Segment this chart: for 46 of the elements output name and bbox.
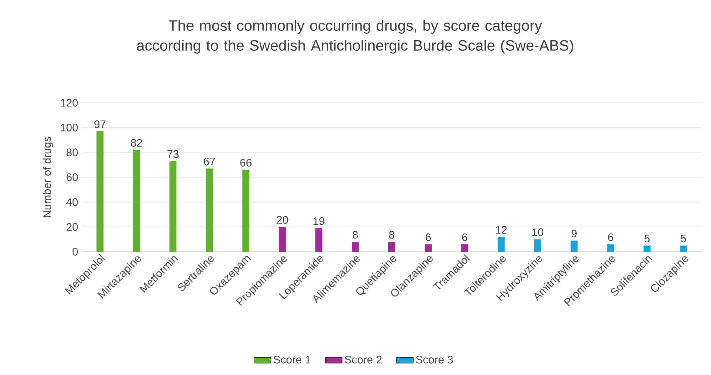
data-label: 9 (572, 230, 577, 238)
bar (644, 246, 651, 252)
data-label: 8 (352, 231, 358, 239)
y-tick-label: 40 (66, 198, 78, 206)
bar (96, 132, 104, 252)
bar (206, 168, 214, 252)
bar (607, 244, 614, 252)
data-label: 73 (168, 150, 179, 158)
y-tick-label: 60 (66, 174, 78, 182)
data-label: 5 (644, 234, 650, 243)
legend-label: Score 3 (416, 356, 454, 364)
data-label: 20 (277, 216, 288, 224)
legend-label: Score 2 (345, 356, 382, 364)
bar (316, 228, 323, 252)
y-tick-label: 80 (66, 148, 78, 157)
bar (242, 170, 250, 252)
y-tick-label: 120 (61, 99, 78, 107)
y-tick-label: 20 (66, 223, 78, 232)
y-tick-label: 0 (72, 248, 78, 256)
bar (680, 246, 688, 252)
bar (570, 240, 578, 252)
chart-title: The most commonly occurring drugs, by score category according to the Swedish Anticholinergic Burde Scale (Swe-ABS) (137, 20, 574, 54)
data-label: 5 (681, 234, 686, 243)
data-label: 12 (496, 226, 507, 234)
bar (424, 244, 432, 252)
bar (279, 227, 286, 252)
bar (534, 240, 542, 252)
bar (170, 161, 177, 252)
y-axis-title: Number of drugs (43, 137, 54, 218)
bar (352, 242, 360, 252)
data-label: 6 (426, 234, 432, 242)
data-label: 82 (131, 139, 142, 147)
bar (133, 150, 140, 252)
data-label: 66 (240, 159, 252, 167)
data-label: 8 (389, 231, 395, 239)
bar (498, 237, 505, 252)
legend-label: Score 1 (274, 356, 311, 364)
bar (461, 244, 468, 252)
bar (388, 242, 396, 252)
data-label: 19 (314, 217, 325, 226)
data-label: 67 (204, 158, 216, 166)
data-label: 6 (608, 234, 614, 242)
y-tick-label: 100 (61, 124, 78, 132)
data-label: 10 (532, 228, 544, 236)
data-label: 6 (462, 234, 468, 242)
data-label: 97 (94, 120, 106, 128)
